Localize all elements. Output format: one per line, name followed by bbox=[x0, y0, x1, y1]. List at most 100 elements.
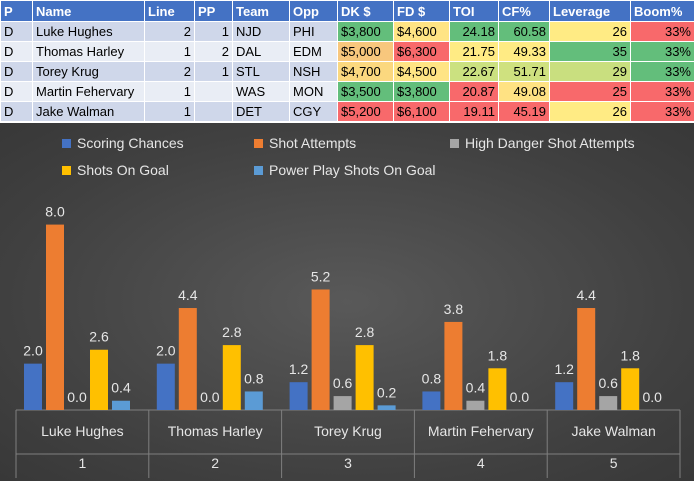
bar-scoring-chances bbox=[555, 382, 574, 410]
cell-opp: PHI bbox=[289, 21, 338, 42]
col-header-cf[interactable]: CF% bbox=[498, 0, 550, 22]
legend-item-high-danger-shot-attempts[interactable]: High Danger Shot Attempts bbox=[450, 135, 635, 151]
col-header-team[interactable]: Team bbox=[232, 0, 290, 22]
cell-fd: $6,300 bbox=[393, 41, 450, 62]
legend-swatch bbox=[62, 166, 71, 175]
cell-boom: 33% bbox=[630, 81, 694, 102]
cell-line: 1 bbox=[144, 41, 195, 62]
bar-shot-attempts bbox=[46, 224, 64, 410]
category-name-label: Martin Fehervary bbox=[428, 423, 534, 439]
col-header-line[interactable]: Line bbox=[144, 0, 195, 22]
bar-value-label: 2.0 bbox=[23, 343, 43, 359]
bar-value-label: 0.4 bbox=[111, 380, 131, 396]
bar-value-label: 1.2 bbox=[554, 361, 574, 377]
bar-value-label: 0.8 bbox=[244, 370, 264, 386]
cell-name: Thomas Harley bbox=[32, 41, 145, 62]
bar-power-play-shots-on-goal bbox=[112, 400, 130, 410]
cell-p: D bbox=[0, 81, 33, 102]
bar-shots-on-goal bbox=[222, 345, 241, 410]
bar-value-label: 0.0 bbox=[200, 389, 220, 405]
bar-value-label: 0.6 bbox=[333, 375, 353, 391]
cell-boom: 33% bbox=[630, 101, 694, 122]
legend-item-shots-on-goal[interactable]: Shots On Goal bbox=[62, 162, 169, 178]
cell-name: Luke Hughes bbox=[32, 21, 145, 42]
col-header-opp[interactable]: Opp bbox=[289, 0, 338, 22]
cell-pp bbox=[194, 101, 233, 122]
bar-value-label: 0.0 bbox=[642, 389, 662, 405]
category-name-label: Luke Hughes bbox=[41, 423, 124, 439]
bar-value-label: 8.0 bbox=[45, 204, 65, 220]
cell-boom: 33% bbox=[630, 41, 694, 62]
bar-scoring-chances bbox=[24, 363, 42, 410]
legend-label: Power Play Shots On Goal bbox=[269, 162, 436, 178]
legend-label: High Danger Shot Attempts bbox=[465, 135, 635, 151]
cell-cf: 49.33 bbox=[498, 41, 550, 62]
bar-value-label: 5.2 bbox=[311, 268, 331, 284]
cell-p: D bbox=[0, 41, 33, 62]
col-header-boom[interactable]: Boom% bbox=[630, 0, 694, 22]
cell-cf: 60.58 bbox=[498, 21, 550, 42]
legend-label: Scoring Chances bbox=[77, 135, 184, 151]
table-header-row: P Name Line PP Team Opp DK $ FD $ TOI CF… bbox=[0, 0, 694, 22]
bar-value-label: 2.8 bbox=[355, 324, 375, 340]
cell-team: DET bbox=[232, 101, 290, 122]
table-row[interactable]: D Thomas Harley 1 2 DAL EDM $5,000 $6,30… bbox=[0, 41, 694, 62]
cell-boom: 33% bbox=[630, 61, 694, 82]
bar-scoring-chances bbox=[289, 382, 308, 410]
bar-value-label: 0.0 bbox=[67, 389, 87, 405]
bar-value-label: 1.2 bbox=[289, 361, 309, 377]
bar-shot-attempts bbox=[178, 308, 197, 410]
player-table: P Name Line PP Team Opp DK $ FD $ TOI CF… bbox=[0, 0, 694, 122]
cell-team: DAL bbox=[232, 41, 290, 62]
col-header-fd[interactable]: FD $ bbox=[393, 0, 450, 22]
cell-toi: 20.87 bbox=[449, 81, 499, 102]
cell-line: 1 bbox=[144, 101, 195, 122]
col-header-toi[interactable]: TOI bbox=[449, 0, 499, 22]
legend-swatch bbox=[254, 139, 263, 148]
bar-value-label: 1.8 bbox=[488, 347, 508, 363]
table-row[interactable]: D Luke Hughes 2 1 NJD PHI $3,800 $4,600 … bbox=[0, 21, 694, 42]
table-row[interactable]: D Torey Krug 2 1 STL NSH $4,700 $4,500 2… bbox=[0, 61, 694, 82]
cell-name: Torey Krug bbox=[32, 61, 145, 82]
category-index-label: 2 bbox=[211, 455, 219, 471]
col-header-leverage[interactable]: Leverage bbox=[549, 0, 631, 22]
bar-power-play-shots-on-goal bbox=[244, 391, 263, 410]
category-index-label: 4 bbox=[477, 455, 485, 471]
legend-item-power-play-shots-on-goal[interactable]: Power Play Shots On Goal bbox=[254, 162, 436, 178]
cell-dk: $4,700 bbox=[337, 61, 394, 82]
bar-value-label: 0.2 bbox=[377, 384, 397, 400]
cell-leverage: 25 bbox=[549, 81, 631, 102]
bar-shot-attempts bbox=[444, 321, 463, 410]
col-header-pp[interactable]: PP bbox=[194, 0, 233, 22]
stats-bar-chart: Scoring Chances Shot Attempts High Dange… bbox=[0, 123, 694, 481]
legend-swatch bbox=[450, 139, 459, 148]
cell-toi: 19.11 bbox=[449, 101, 499, 122]
legend-item-shot-attempts[interactable]: Shot Attempts bbox=[254, 135, 356, 151]
cell-p: D bbox=[0, 21, 33, 42]
cell-line: 1 bbox=[144, 81, 195, 102]
bar-value-label: 4.4 bbox=[178, 287, 198, 303]
bar-shot-attempts bbox=[311, 289, 330, 410]
col-header-name[interactable]: Name bbox=[32, 0, 145, 22]
cell-cf: 51.71 bbox=[498, 61, 550, 82]
col-header-dk[interactable]: DK $ bbox=[337, 0, 394, 22]
table-row[interactable]: D Jake Walman 1 DET CGY $5,200 $6,100 19… bbox=[0, 101, 694, 122]
cell-p: D bbox=[0, 61, 33, 82]
bar-high-danger-shot-attempts bbox=[333, 396, 352, 410]
cell-fd: $4,500 bbox=[393, 61, 450, 82]
category-index-label: 5 bbox=[610, 455, 618, 471]
table-row[interactable]: D Martin Fehervary 1 WAS MON $3,500 $3,8… bbox=[0, 81, 694, 102]
cell-pp: 2 bbox=[194, 41, 233, 62]
cell-team: WAS bbox=[232, 81, 290, 102]
col-header-p[interactable]: P bbox=[0, 0, 33, 22]
cell-cf: 45.19 bbox=[498, 101, 550, 122]
legend-item-scoring-chances[interactable]: Scoring Chances bbox=[62, 135, 184, 151]
bar-shots-on-goal bbox=[621, 368, 640, 410]
bar-value-label: 0.8 bbox=[422, 370, 442, 386]
bar-shots-on-goal bbox=[90, 349, 108, 410]
category-name-label: Jake Walman bbox=[571, 423, 655, 439]
bar-scoring-chances bbox=[156, 363, 175, 410]
cell-name: Jake Walman bbox=[32, 101, 145, 122]
cell-dk: $5,000 bbox=[337, 41, 394, 62]
cell-line: 2 bbox=[144, 21, 195, 42]
